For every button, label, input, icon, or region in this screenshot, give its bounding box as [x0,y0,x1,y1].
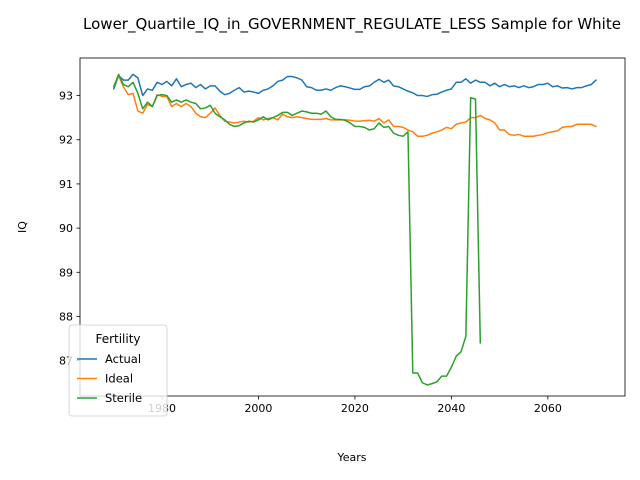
x-tick-label: 2020 [341,402,369,415]
plot-area-frame [79,57,626,397]
y-tick-label: 91 [59,178,73,191]
y-tick-label: 88 [59,310,73,323]
legend-label-ideal: Ideal [105,372,133,386]
x-tick-label: 2000 [244,402,272,415]
x-axis-label: Years [336,451,366,464]
chart-title: Lower_Quartile_IQ_in_GOVERNMENT_REGULATE… [83,15,621,34]
y-tick-label: 90 [59,222,73,235]
x-tick-label: 2040 [437,402,465,415]
legend-items: Actual Ideal Sterile [77,352,142,405]
legend-label-actual: Actual [105,352,141,366]
legend-title: Fertility [95,332,140,346]
y-axis-label: IQ [16,221,29,233]
legend-box [68,324,168,417]
series-line-actual [113,73,597,98]
legend-label-sterile: Sterile [105,391,142,405]
y-tick-label: 92 [59,134,73,147]
legend: Fertility Actual Ideal Sterile [68,324,168,417]
series-line-sterile [113,73,482,386]
series-layer [113,73,597,386]
x-tick-label: 2060 [534,402,562,415]
y-tick-label: 89 [59,266,73,279]
series-line-ideal [113,74,597,137]
x-ticks: 19802000202020402060 [148,396,562,415]
y-tick-label: 93 [59,90,73,103]
